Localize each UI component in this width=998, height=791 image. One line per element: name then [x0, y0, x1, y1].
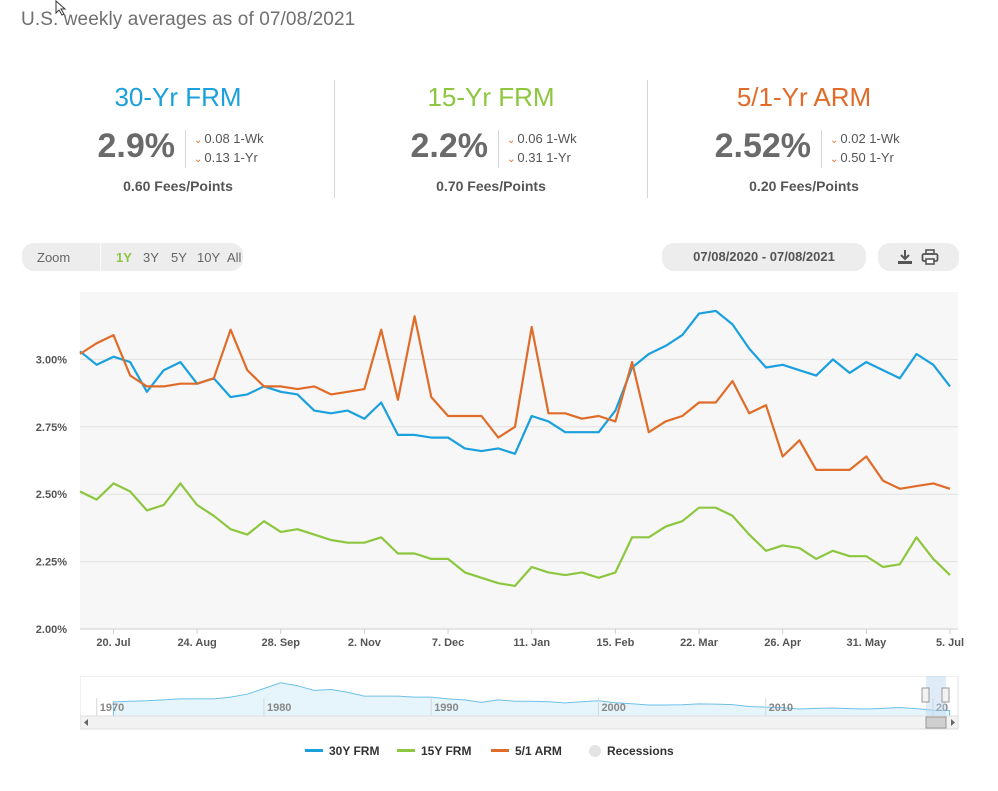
scrollbar-thumb[interactable]	[925, 716, 947, 729]
navigator-year-label: 1980	[267, 702, 291, 714]
card-rate: 2.52%	[714, 127, 811, 165]
zoom-1y-button[interactable]: 1Y	[116, 250, 132, 265]
chevron-down-icon: ⌄	[507, 135, 516, 146]
card-title: 15-Yr FRM	[427, 82, 555, 112]
card-separator	[185, 130, 186, 168]
navigator-handle-right[interactable]	[941, 687, 950, 703]
navigator-chart[interactable]: 1970 1980 1990 2000 2010 20	[80, 676, 960, 732]
navigator-year-label: 20	[936, 702, 948, 714]
x-tick-label: 31. May	[846, 637, 887, 649]
navigator-handle-left[interactable]	[921, 687, 930, 703]
series-line-15y-frm[interactable]	[79, 482, 951, 587]
zoom-5y-button[interactable]: 5Y	[171, 250, 187, 265]
legend-swatch	[491, 749, 509, 753]
x-tick-label: 22. Mar	[680, 637, 719, 649]
navigator-year-label: 1990	[434, 702, 458, 714]
y-tick-label: 3.00%	[36, 354, 67, 366]
mouse-cursor-icon	[55, 0, 67, 16]
zoom-label: Zoom	[37, 250, 71, 265]
rate-line-chart: 2.00% 2.25% 2.50% 2.75% 3.00% 20. Jul 24. Aug…	[35, 292, 965, 649]
date-range-display[interactable]: 07/08/2020 - 07/08/2021	[662, 243, 866, 271]
scroll-left-icon[interactable]	[84, 719, 88, 726]
print-icon[interactable]	[921, 249, 939, 265]
chevron-down-icon: ⌄	[194, 135, 203, 146]
series-line-5-1-arm[interactable]	[79, 315, 951, 490]
x-tick-label: 2. Nov	[348, 637, 382, 649]
legend-swatch	[589, 744, 601, 757]
card-rate: 2.2%	[410, 127, 489, 165]
chevron-down-icon: ⌄	[194, 154, 203, 165]
x-tick-label: 7. Dec	[432, 637, 464, 649]
card-separator	[498, 130, 499, 168]
card-divider	[647, 80, 648, 198]
y-tick-label: 2.00%	[36, 624, 67, 636]
rate-cards: 30-Yr FRM 2.9% ⌄ 0.08 1-Wk ⌄ 0.13 1-Yr 0.6…	[22, 80, 960, 198]
chart-legend: 30Y FRM 15Y FRM 5/1 ARM Recessions	[0, 744, 998, 762]
navigator-year-label: 1970	[100, 702, 124, 714]
card-divider	[334, 80, 335, 198]
card-fees: 0.20 Fees/Points	[749, 178, 859, 194]
card-rate: 2.9%	[97, 127, 176, 165]
card-title: 5/1-Yr ARM	[736, 82, 872, 112]
rate-card-30yr: 30-Yr FRM 2.9% ⌄ 0.08 1-Wk ⌄ 0.13 1-Yr 0.6…	[22, 80, 334, 198]
y-tick-label: 2.75%	[36, 422, 67, 434]
navigator-scrollbar[interactable]	[80, 715, 959, 730]
card-fees: 0.60 Fees/Points	[123, 178, 233, 194]
chevron-down-icon: ⌄	[830, 154, 839, 165]
card-separator	[821, 130, 822, 168]
card-fees: 0.70 Fees/Points	[436, 178, 546, 194]
navigator-selection[interactable]	[926, 676, 946, 716]
zoom-all-button[interactable]: All	[227, 250, 242, 265]
card-change-year: ⌄ 0.50 1-Yr	[830, 150, 894, 165]
rate-card-51arm: 5/1-Yr ARM 2.52% ⌄ 0.02 1-Wk ⌄ 0.50 1-Yr 0…	[648, 80, 960, 198]
zoom-separator	[100, 243, 101, 271]
navigator-year-label: 2010	[769, 702, 793, 714]
card-title: 30-Yr FRM	[114, 82, 242, 112]
x-tick-label: 20. Jul	[96, 637, 130, 649]
page-subtitle: U.S. weekly averages as of 07/08/2021	[21, 9, 356, 30]
legend-swatch	[397, 749, 415, 753]
chart-tools	[878, 243, 959, 271]
x-tick-label: 11. Jan	[513, 637, 550, 649]
legend-item-30y[interactable]: 30Y FRM	[305, 744, 379, 758]
navigator-area	[112, 682, 951, 717]
chevron-down-icon: ⌄	[830, 135, 839, 146]
download-icon[interactable]	[896, 249, 914, 265]
x-tick-label: 15. Feb	[596, 637, 634, 649]
card-change-year: ⌄ 0.13 1-Yr	[194, 150, 258, 165]
y-tick-label: 2.25%	[36, 557, 67, 569]
legend-item-51arm[interactable]: 5/1 ARM	[491, 744, 562, 758]
y-tick-label: 2.50%	[36, 489, 67, 501]
legend-swatch	[305, 749, 323, 753]
x-tick-label: 28. Sep	[262, 637, 301, 649]
x-tick-label: 26. Apr	[764, 637, 802, 649]
legend-item-15y[interactable]: 15Y FRM	[397, 744, 471, 758]
card-change-week: ⌄ 0.06 1-Wk	[507, 131, 577, 146]
x-tick-label: 24. Aug	[177, 637, 216, 649]
zoom-selector: Zoom 1Y 3Y 5Y 10Y All	[22, 243, 243, 271]
plot-background	[80, 292, 958, 629]
scroll-right-icon[interactable]	[951, 719, 955, 726]
chevron-down-icon: ⌄	[507, 154, 516, 165]
navigator-year-label: 2000	[601, 702, 625, 714]
legend-item-recessions[interactable]: Recessions	[589, 744, 674, 758]
card-change-year: ⌄ 0.31 1-Yr	[507, 150, 571, 165]
zoom-10y-button[interactable]: 10Y	[197, 250, 221, 265]
card-change-week: ⌄ 0.02 1-Wk	[830, 131, 900, 146]
card-change-week: ⌄ 0.08 1-Wk	[194, 131, 264, 146]
rate-card-15yr: 15-Yr FRM 2.2% ⌄ 0.06 1-Wk ⌄ 0.31 1-Yr 0.7…	[335, 80, 647, 198]
series-line-30y-frm[interactable]	[79, 309, 951, 455]
x-tick-label: 5. Jul	[936, 637, 964, 649]
zoom-3y-button[interactable]: 3Y	[143, 250, 159, 265]
